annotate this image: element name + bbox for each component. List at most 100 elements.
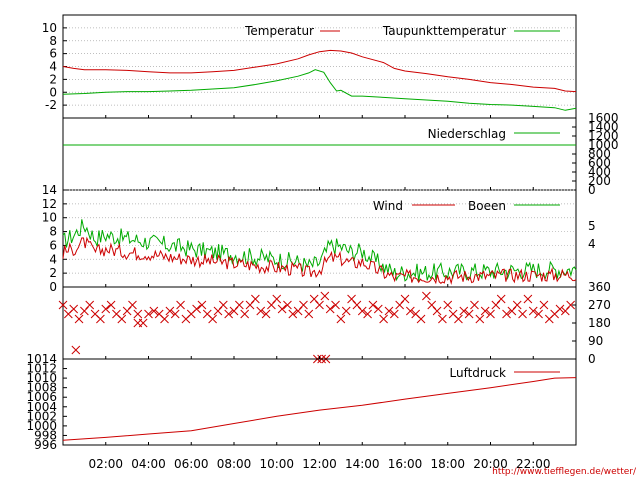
temperature-line [62,49,577,93]
y-tick-label: 6 [49,47,57,61]
x-tick-label: 14:00 [345,457,380,471]
direction-marker [170,309,180,319]
direction-marker [192,304,201,314]
direction-marker [224,309,234,319]
y-tick-label: 270 [588,298,611,312]
direction-marker [315,300,324,310]
direction-marker [341,306,351,316]
credit-link[interactable]: http://www.tiefflegen.de/wetter/ [492,467,637,477]
direction-marker [234,300,244,310]
direction-marker [299,300,308,310]
direction-marker [117,314,127,324]
y-tick-label: 600 [588,156,611,170]
direction-marker [331,300,340,310]
y-tick-label: 0 [588,352,596,366]
direction-marker [454,314,463,324]
x-tick-label: 12:00 [302,457,337,471]
direction-marker [251,294,260,304]
direction-marker [272,294,282,304]
direction-marker [566,300,576,310]
direction-marker [71,345,81,355]
direction-marker [512,300,522,310]
direction-marker [528,306,538,316]
direction-marker [480,306,490,316]
legend-dewpoint-label: Taupunkttemperatur [382,24,506,38]
direction-marker [432,306,442,316]
y-tick-label: 90 [588,334,603,348]
y-tick-label: 180 [588,316,611,330]
y-tick-label: 1400 [588,120,619,134]
direction-marker [197,300,207,310]
y-tick-label: 1600 [588,111,619,125]
y-tick-label: 998 [34,428,57,442]
y-tick-label: 1000 [26,419,57,433]
y-tick-label: 10 [42,211,57,225]
direction-marker [464,309,474,319]
wind-line [62,236,577,285]
y-tick-label: 0 [588,183,596,197]
direction-marker [475,314,485,324]
direction-marker [149,306,159,316]
direction-marker [69,304,79,314]
direction-marker [502,309,511,319]
y-tick-label: 360 [588,280,611,294]
direction-marker [74,314,84,324]
direction-marker [96,314,105,324]
y-tick-label: 1004 [26,400,57,414]
direction-marker [261,309,271,319]
direction-marker [277,304,287,314]
x-tick-label: 06:00 [174,457,209,471]
direction-marker [85,300,95,310]
y-tick-label: 1008 [26,381,57,395]
y-tick-label: 1006 [26,390,57,404]
direction-marker [304,309,314,319]
direction-marker [283,300,292,310]
direction-marker [539,300,549,310]
y-tick-label: 4 [49,60,57,74]
y-tick-label: 800 [588,147,611,161]
direction-marker [496,294,506,304]
legend-precipitation-label: Niederschlag [428,127,506,141]
legend-temperature-label: Temperatur [244,24,314,38]
direction-marker [288,309,298,319]
direction-y-ticks: 360 270 180 90 0 [572,280,611,366]
direction-marker [128,300,137,310]
legend-wind-label: Wind [373,199,403,213]
direction-marker [518,309,527,319]
direction-marker [357,306,367,316]
direction-marker [389,309,399,319]
y-tick-label: 2 [49,72,57,86]
y-tick-label: 1000 [588,138,619,152]
direction-marker [405,306,415,316]
y-tick-label: -2 [45,98,57,112]
direction-marker [400,294,410,304]
direction-marker [144,309,153,319]
x-tick-label: 04:00 [131,457,166,471]
direction-marker [368,300,378,310]
direction-marker [459,306,469,316]
direction-marker [534,309,543,319]
y-tick-label: 6 [49,238,57,252]
direction-marker [133,318,143,328]
direction-marker [325,304,335,314]
legend-gust-label: Boeen [468,199,506,213]
direction-marker [160,314,169,324]
y-tick-label: 1010 [26,371,57,385]
y-tick-label: 1012 [26,362,57,376]
y-tick-label: 0 [49,280,57,294]
direction-marker [218,300,228,310]
direction-marker [176,300,185,310]
y-tick-label: 12 [42,197,57,211]
direction-marker [256,306,266,316]
direction-marker [373,304,383,314]
x-tick-label: 10:00 [259,457,294,471]
direction-marker [58,300,68,310]
direction-marker [165,306,175,316]
direction-marker [363,309,372,319]
y-tick-label: 996 [34,438,57,452]
x-tick-label: 18:00 [430,457,465,471]
y-tick-label: 14 [42,183,57,197]
